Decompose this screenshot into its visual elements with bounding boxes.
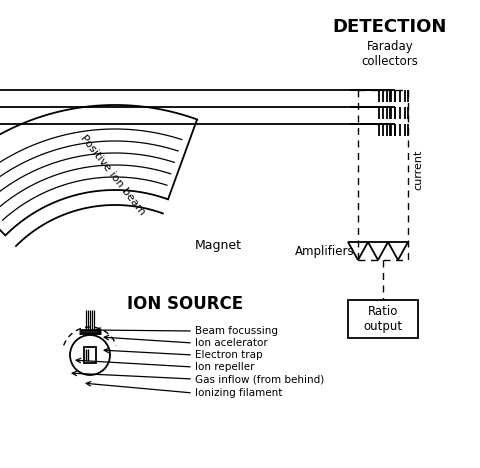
Text: Ion acelerator: Ion acelerator — [195, 338, 268, 348]
Text: ION SOURCE: ION SOURCE — [127, 295, 243, 313]
Text: Electron trap: Electron trap — [195, 350, 263, 360]
Text: Ion repeller: Ion repeller — [195, 362, 254, 372]
Bar — [348, 300, 418, 338]
Text: current: current — [413, 150, 423, 190]
Text: DETECTION: DETECTION — [333, 18, 447, 36]
Text: Beam focussing: Beam focussing — [195, 326, 278, 336]
Text: Ionizing filament: Ionizing filament — [195, 388, 282, 398]
Text: Amplifiers: Amplifiers — [295, 244, 355, 257]
Text: Positive ion beam: Positive ion beam — [79, 133, 147, 217]
Text: Gas inflow (from behind): Gas inflow (from behind) — [195, 374, 324, 384]
Text: Ratio
output: Ratio output — [363, 305, 403, 333]
Bar — [84, 347, 96, 363]
Text: Faraday
collectors: Faraday collectors — [361, 40, 419, 68]
Text: Magnet: Magnet — [195, 239, 242, 251]
